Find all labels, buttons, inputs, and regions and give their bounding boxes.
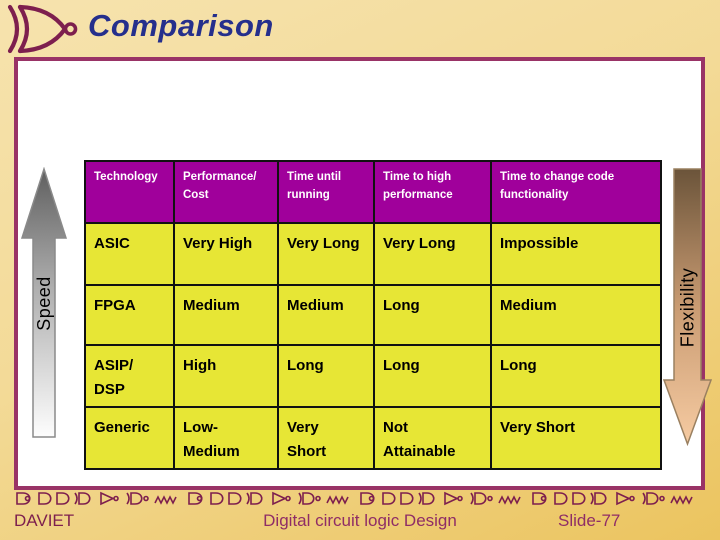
table-cell: Very High	[173, 222, 279, 286]
table-row: ASIP/ DSP High Long Long Long	[84, 344, 662, 408]
flexibility-arrow-label: Flexibility	[677, 267, 698, 347]
slide-header: Comparison	[0, 0, 720, 56]
table-cell: Not Attainable	[373, 406, 492, 470]
column-header: Technology	[84, 160, 175, 224]
table-cell: Long	[373, 344, 492, 408]
table-cell: Impossible	[490, 222, 662, 286]
down-arrow-icon	[663, 168, 713, 446]
column-header: Performance/ Cost	[173, 160, 279, 224]
footer-institution: DAVIET	[14, 511, 75, 530]
up-arrow-icon	[20, 167, 68, 438]
table-row: FPGA Medium Medium Long Medium	[84, 284, 662, 346]
table-cell: Very Long	[277, 222, 375, 286]
table-cell: Medium	[490, 284, 662, 346]
speed-arrow-label: Speed	[33, 275, 54, 331]
speed-arrow-up: Speed	[20, 167, 68, 439]
table-cell: ASIP/ DSP	[84, 344, 175, 408]
table-cell: Medium	[277, 284, 375, 346]
column-header: Time to high performance	[373, 160, 492, 224]
table-row: Generic Low-Medium Very Short Not Attainabl…	[84, 406, 662, 470]
page-title: Comparison	[88, 8, 274, 43]
table-cell: FPGA	[84, 284, 175, 346]
column-header: Time to change code functionality	[490, 160, 662, 224]
table-cell: Long	[277, 344, 375, 408]
content-box: Speed Technology Performance/ Cost Time un…	[14, 57, 713, 490]
footer: Digital circuit logic Design DAVIET Slid…	[0, 511, 720, 537]
xnor-gate-icon	[7, 4, 78, 54]
column-header: Time until running	[277, 160, 375, 224]
flexibility-arrow-down: Flexibility	[663, 168, 713, 446]
comparison-table: Technology Performance/ Cost Time until ru…	[84, 160, 662, 470]
table-row: ASIC Very High Very Long Very Long Impossibl…	[84, 222, 662, 286]
table-cell: Very Short	[490, 406, 662, 470]
table-cell: Very Short	[277, 406, 375, 470]
table-cell: Long	[490, 344, 662, 408]
table-cell: Low-Medium	[173, 406, 279, 470]
table-cell: Long	[373, 284, 492, 346]
table-cell: ASIC	[84, 222, 175, 286]
table-cell: Generic	[84, 406, 175, 470]
footer-course-title: Digital circuit logic Design	[263, 511, 457, 530]
footer-slide-number: Slide-77	[558, 511, 621, 530]
table-cell: Medium	[173, 284, 279, 346]
logic-gates-divider-icons	[16, 492, 693, 505]
table-cell: High	[173, 344, 279, 408]
table-cell: Very Long	[373, 222, 492, 286]
table-header-row: Technology Performance/ Cost Time until ru…	[84, 160, 662, 224]
